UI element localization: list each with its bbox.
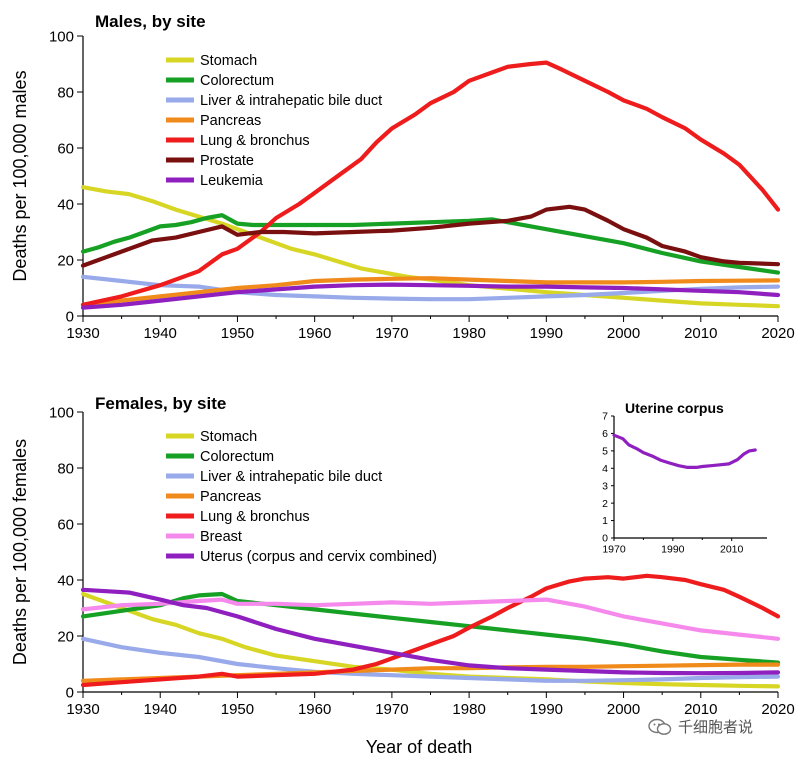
series-line-stomach — [80, 185, 781, 309]
x-tick-label: 1970 — [375, 701, 408, 718]
legend: Stomach Colorectum Liver & intrahepatic bi… — [166, 53, 382, 189]
y-tick-label: 6 — [602, 428, 608, 440]
y-tick-label: 40 — [57, 572, 74, 589]
legend-label: Lung & bronchus — [200, 509, 310, 525]
x-tick-label: 1970 — [602, 544, 626, 556]
series-line-liver-intrahepatic-bile-duct — [80, 636, 781, 683]
x-axis-label: Year of death — [366, 737, 472, 757]
series-line-uterine-corpus — [612, 433, 757, 469]
wechat-icon — [648, 718, 672, 735]
y-tick-label: 20 — [57, 252, 74, 269]
y-tick-label: 2 — [602, 498, 608, 510]
series-line-pancreas — [80, 276, 781, 307]
x-tick-label: 1930 — [66, 701, 99, 718]
legend-label: Pancreas — [200, 113, 261, 129]
x-tick-label: 2020 — [761, 325, 794, 342]
y-tick-label: 0 — [66, 684, 74, 701]
series-line-leukemia — [80, 282, 781, 310]
series-line-uterus-corpus-and-cervix-combined — [80, 587, 781, 676]
legend-label: Prostate — [200, 153, 254, 169]
chart-males: 0 20 40 60 80 100 1930 1940 1950 1960 1970 1980 1990… — [10, 12, 795, 342]
y-tick-label: 80 — [57, 84, 74, 101]
y-tick-label: 100 — [49, 28, 74, 45]
chart-title: Males, by site — [95, 12, 206, 31]
x-tick-label: 1950 — [221, 325, 254, 342]
legend: Stomach Colorectum Liver & intrahepatic bi… — [166, 429, 437, 565]
series-line-prostate — [80, 204, 781, 268]
legend-label: Breast — [200, 529, 242, 545]
x-tick-label: 2000 — [607, 325, 640, 342]
legend-label: Liver & intrahepatic bile duct — [200, 469, 382, 485]
watermark: 千细胞者说 — [648, 716, 753, 737]
x-tick-label: 1990 — [530, 325, 563, 342]
y-tick-label: 60 — [57, 516, 74, 533]
legend-label: Leukemia — [200, 173, 264, 189]
x-tick-label: 2010 — [684, 701, 717, 718]
legend-label: Colorectum — [200, 73, 274, 89]
y-tick-label: 60 — [57, 140, 74, 157]
y-tick-label: 1 — [602, 515, 608, 527]
y-tick-label: 4 — [602, 463, 608, 475]
x-tick-label: 1990 — [661, 544, 685, 556]
y-tick-label: 100 — [49, 404, 74, 421]
y-tick-label: 40 — [57, 196, 74, 213]
chart-inset: 0 1 2 3 4 5 6 7 1970 1990 2010 Uterine corpus — [602, 400, 767, 556]
x-tick-label: 1980 — [452, 701, 485, 718]
chart-title: Females, by site — [95, 394, 226, 413]
x-tick-label: 2020 — [761, 701, 794, 718]
chart-title: Uterine corpus — [625, 400, 724, 416]
x-tick-label: 1970 — [375, 325, 408, 342]
legend-label: Colorectum — [200, 449, 274, 465]
y-tick-label: 20 — [57, 628, 74, 645]
x-tick-label: 1980 — [452, 325, 485, 342]
y-tick-label: 7 — [602, 411, 608, 423]
x-tick-label: 1990 — [530, 701, 563, 718]
series-line-breast — [80, 597, 781, 641]
legend-label: Pancreas — [200, 489, 261, 505]
series-line-colorectum — [80, 213, 781, 275]
y-tick-label: 3 — [602, 480, 608, 492]
x-tick-label: 1940 — [144, 701, 177, 718]
x-tick-label: 2010 — [720, 544, 744, 556]
x-tick-label: 1940 — [144, 325, 177, 342]
legend-label: Stomach — [200, 53, 257, 69]
x-tick-label: 1960 — [298, 325, 331, 342]
legend-label: Stomach — [200, 429, 257, 445]
x-tick-label: 1960 — [298, 701, 331, 718]
y-axis-label: Deaths per 100,000 males — [10, 70, 30, 281]
y-tick-label: 0 — [602, 533, 608, 545]
series-line-colorectum — [80, 591, 781, 665]
x-tick-label: 2010 — [684, 325, 717, 342]
legend-label: Uterus (corpus and cervix combined) — [200, 549, 437, 565]
x-tick-label: 1950 — [221, 701, 254, 718]
series-line-lung-bronchus — [80, 60, 781, 307]
legend-label: Lung & bronchus — [200, 133, 310, 149]
x-tick-label: 1930 — [66, 325, 99, 342]
y-tick-label: 5 — [602, 446, 608, 458]
legend-label: Liver & intrahepatic bile duct — [200, 93, 382, 109]
y-tick-label: 80 — [57, 460, 74, 477]
watermark-text: 千细胞者说 — [678, 718, 754, 736]
series-line-lung-bronchus — [80, 573, 781, 688]
y-axis-label: Deaths per 100,000 females — [10, 439, 30, 665]
x-tick-label: 2000 — [607, 701, 640, 718]
y-tick-label: 0 — [66, 308, 74, 325]
